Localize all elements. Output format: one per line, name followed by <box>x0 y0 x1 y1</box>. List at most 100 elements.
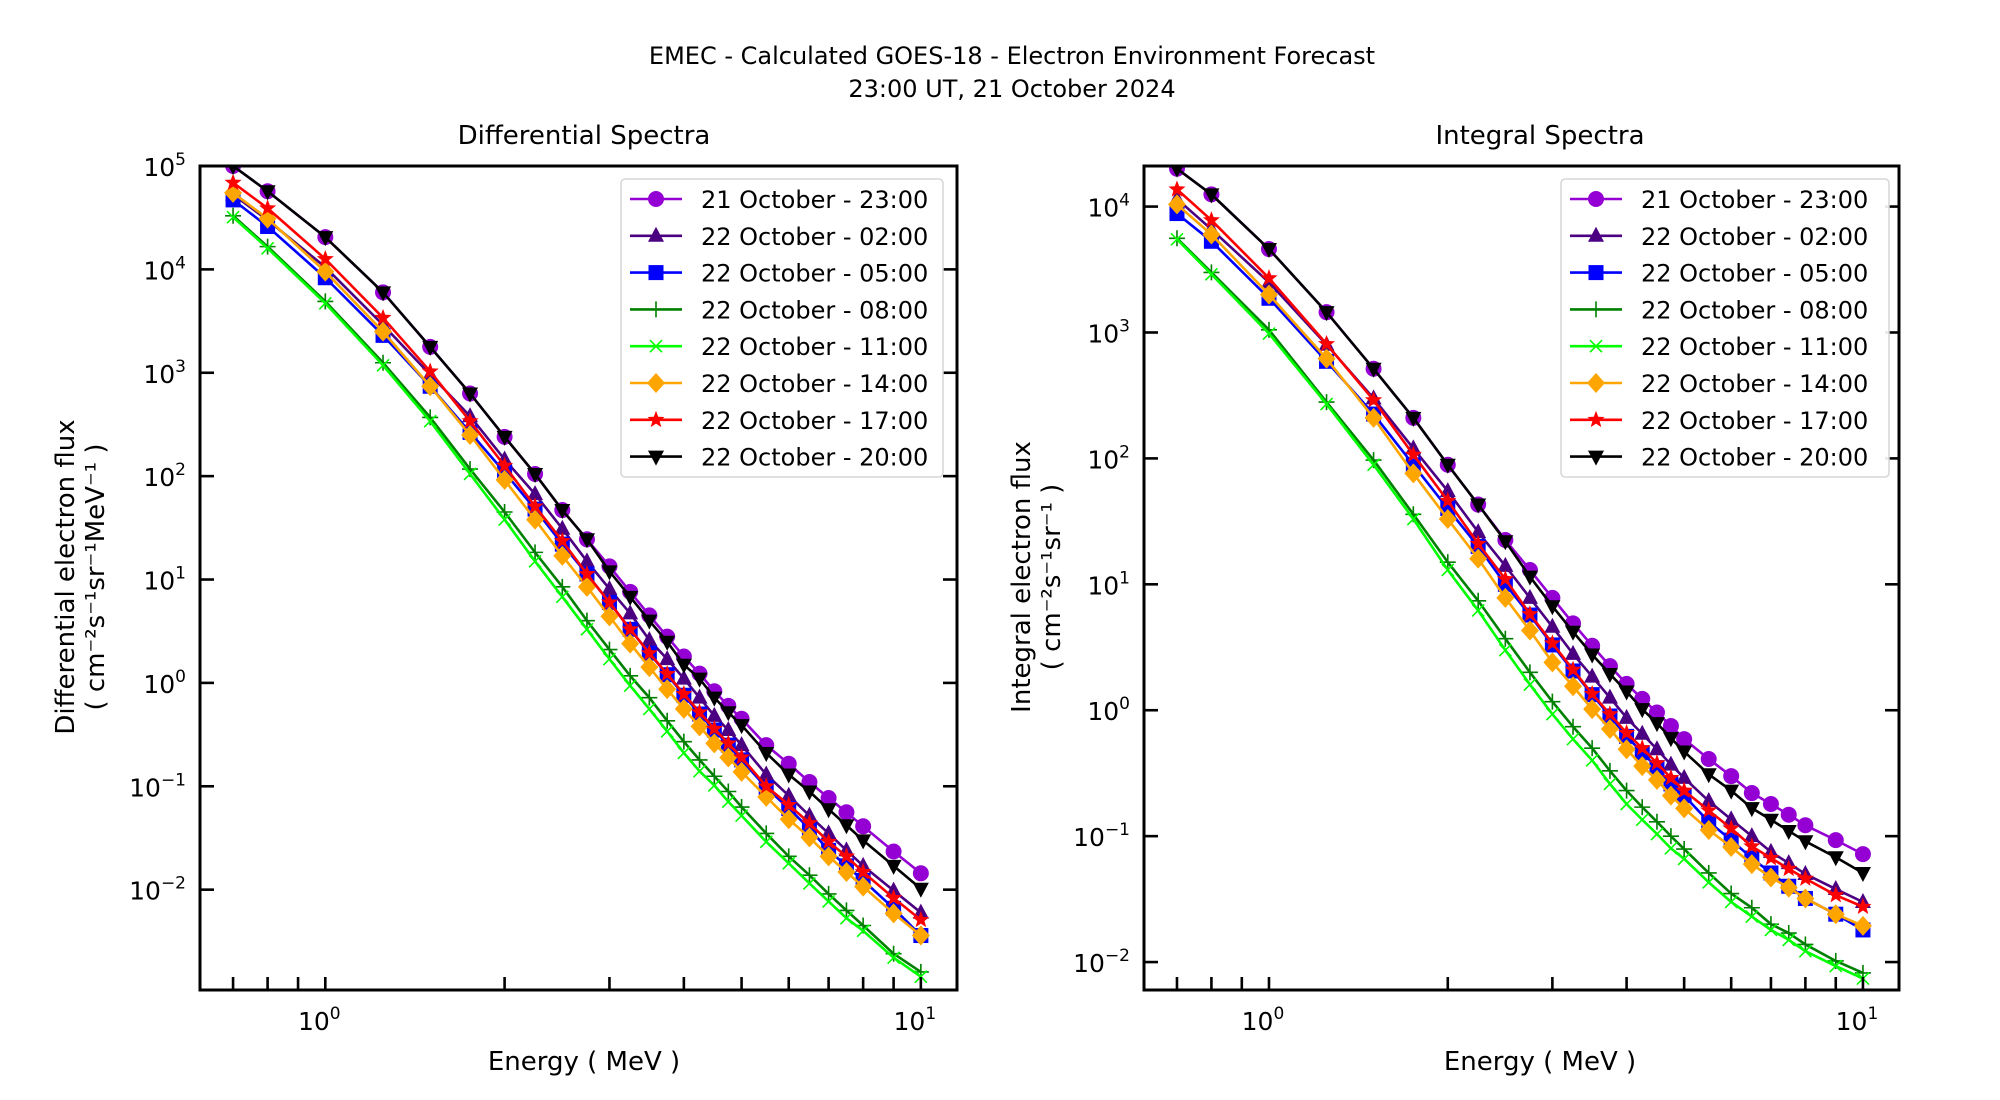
differential-data-point <box>642 702 656 716</box>
differential-data-point <box>578 533 595 549</box>
integral-data-point <box>1471 603 1485 618</box>
integral-data-point <box>1521 588 1538 604</box>
differential-data-point <box>801 806 818 822</box>
integral-data-point <box>1620 797 1634 811</box>
integral-legend-item: 22 October - 08:00 <box>1570 296 1868 324</box>
integral-data-point <box>1404 445 1422 462</box>
integral-data-point <box>1523 677 1537 692</box>
differential-data-point <box>720 783 737 800</box>
differential-data-point <box>837 862 856 883</box>
integral-data-point <box>1204 267 1218 281</box>
differential-data-point <box>374 321 393 342</box>
differential-legend-marker <box>648 265 664 281</box>
integral-legend-item: 22 October - 05:00 <box>1570 260 1868 288</box>
differential-data-point <box>623 679 637 693</box>
integral-legend-label: 22 October - 11:00 <box>1641 333 1868 361</box>
differential-data-point <box>496 430 513 446</box>
integral-data-point <box>1798 944 1812 958</box>
differential-data-point <box>225 207 242 224</box>
integral-data-point <box>1724 895 1738 909</box>
integral-data-point <box>1564 676 1583 697</box>
integral-data-point <box>1780 824 1797 840</box>
differential-x-tick-label: 100 <box>298 1004 341 1036</box>
integral-data-point <box>1723 768 1740 785</box>
integral-data-point <box>1743 837 1761 854</box>
integral-data-point <box>1618 723 1636 741</box>
integral-data-point <box>1439 491 1457 509</box>
differential-legend-label: 22 October - 02:00 <box>701 223 928 251</box>
differential-data-point <box>691 672 708 688</box>
integral-data-point <box>1662 828 1679 845</box>
integral-spectra-panel: Integral Spectra Integral electron flux … <box>1007 121 1901 1077</box>
differential-data-point <box>885 859 902 875</box>
differential-data-point <box>259 199 277 216</box>
differential-data-point <box>224 173 242 190</box>
differential-data-point <box>316 250 334 267</box>
integral-data-point <box>1583 684 1601 702</box>
integral-data-point <box>1367 458 1381 472</box>
differential-x-tick-label: 101 <box>894 1004 937 1036</box>
differential-data-point <box>759 835 773 849</box>
integral-data-point <box>1650 827 1664 841</box>
integral-data-point <box>1170 166 1184 178</box>
differential-data-point <box>838 804 855 821</box>
differential-data-point <box>692 764 707 778</box>
integral-data-point <box>1664 841 1678 855</box>
integral-y-tick-label: 102 <box>1087 442 1130 474</box>
integral-data-point <box>1676 768 1693 784</box>
integral-data-point <box>1584 667 1601 683</box>
integral-legend-label: 22 October - 17:00 <box>1641 407 1868 435</box>
differential-data-point <box>423 414 437 428</box>
integral-data-point <box>1779 877 1798 898</box>
differential-data-point <box>887 951 901 965</box>
differential-data-point <box>528 554 542 568</box>
differential-y-tick-label: 10−1 <box>129 770 186 802</box>
integral-data-point <box>1648 754 1666 771</box>
integral-data-point <box>1317 335 1336 352</box>
integral-legend: 21 October - 23:00 22 October - 02:00 22 O… <box>1560 178 1890 478</box>
differential-data-point <box>705 733 724 754</box>
differential-data-point <box>782 856 796 870</box>
integral-data-point <box>1262 327 1276 341</box>
integral-series-4 <box>1168 230 1871 981</box>
differential-data-point <box>228 166 238 175</box>
differential-data-point <box>800 814 818 831</box>
integral-data-point <box>1782 933 1796 947</box>
differential-panel-title: Differential Spectra <box>458 121 711 151</box>
differential-data-point <box>914 970 928 984</box>
integral-x-tick-label: 101 <box>1836 1004 1879 1036</box>
integral-series-6 <box>1167 194 1872 936</box>
differential-data-point <box>601 565 618 581</box>
integral-data-point <box>1317 348 1336 369</box>
differential-legend-item: 22 October - 05:00 <box>630 260 928 288</box>
differential-data-point <box>885 889 903 906</box>
integral-data-point <box>1168 180 1186 197</box>
integral-data-point <box>1745 909 1759 924</box>
differential-data-point <box>577 576 596 597</box>
differential-data-point <box>659 712 676 729</box>
integral-legend-item: 22 October - 11:00 <box>1570 333 1868 361</box>
differential-y-tick-label: 10−2 <box>129 874 186 906</box>
integral-legend-label: 22 October - 02:00 <box>1641 223 1868 251</box>
integral-data-point <box>1700 792 1717 808</box>
differential-data-point <box>822 894 836 908</box>
integral-legend-marker <box>1588 226 1604 242</box>
differential-data-point <box>801 867 818 884</box>
integral-data-point <box>1520 620 1539 641</box>
differential-data-point <box>733 719 750 735</box>
differential-legend-item: 22 October - 02:00 <box>630 223 928 251</box>
integral-data-point <box>1723 784 1740 800</box>
differential-data-point <box>780 768 797 784</box>
differential-data-point <box>527 467 544 483</box>
integral-data-point <box>1202 224 1221 245</box>
integral-legend-marker <box>1587 410 1605 428</box>
integral-data-point <box>1469 548 1488 569</box>
differential-data-point <box>733 799 750 816</box>
integral-legend-label: 22 October - 05:00 <box>1641 260 1868 288</box>
integral-y-tick-label: 101 <box>1087 568 1130 600</box>
differential-legend-label: 22 October - 20:00 <box>701 444 928 472</box>
integral-y-label-line1: Integral electron flux <box>1007 441 1037 713</box>
integral-data-point <box>1564 660 1582 677</box>
integral-data-point <box>1700 750 1717 767</box>
differential-data-point <box>675 733 692 750</box>
